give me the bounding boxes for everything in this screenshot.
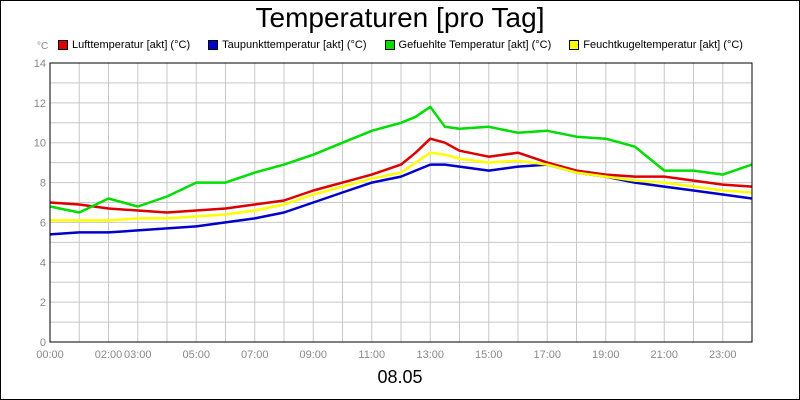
x-tick-label: 09:00 bbox=[299, 349, 327, 361]
y-tick-label: 6 bbox=[40, 217, 46, 229]
y-tick-labels: 0 2 4 6 8 10 12 14 bbox=[34, 58, 46, 349]
x-tick-label: 07:00 bbox=[241, 349, 269, 361]
y-tick-label: 8 bbox=[40, 178, 46, 190]
x-tick-label: 13:00 bbox=[416, 349, 444, 361]
y-tick-label: 0 bbox=[40, 337, 46, 349]
legend-label-feucht: Feuchtkugeltemperatur [akt] (°C) bbox=[583, 39, 743, 51]
y-tick-label: 2 bbox=[40, 297, 46, 309]
x-axis-date-label: 08.05 bbox=[377, 367, 423, 387]
legend-swatch-taupunkt bbox=[208, 40, 219, 50]
x-tick-label: 05:00 bbox=[182, 349, 210, 361]
legend-item-luft: Lufttemperatur [akt] (°C) bbox=[58, 38, 190, 52]
legend-item-gefuehlt: Gefuehlte Temperatur [akt] (°C) bbox=[384, 38, 552, 52]
chart-title: Temperaturen [pro Tag] bbox=[255, 2, 545, 33]
series-line-luft bbox=[49, 137, 753, 214]
x-tick-label: 15:00 bbox=[475, 349, 503, 361]
series-line-feucht bbox=[50, 151, 753, 222]
legend-item-feucht: Feuchtkugeltemperatur [akt] (°C) bbox=[569, 38, 743, 52]
x-tick-label: 00:00 bbox=[36, 349, 64, 361]
x-tick-label: 02:00 bbox=[95, 349, 123, 361]
legend: Lufttemperatur [akt] (°C) Taupunkttemper… bbox=[58, 38, 761, 52]
legend-swatch-luft bbox=[58, 40, 68, 50]
x-tick-label: 21:00 bbox=[650, 349, 678, 361]
series-lines bbox=[49, 105, 753, 236]
x-tick-label: 23:00 bbox=[709, 349, 737, 361]
legend-label-taupunkt: Taupunkttemperatur [akt] (°C) bbox=[222, 39, 367, 51]
x-tick-labels: 00:00 02:00 03:00 05:00 07:00 09:00 11:00 13:00… bbox=[36, 349, 736, 361]
legend-label-gefuehlt: Gefuehlte Temperatur [akt] (°C) bbox=[398, 39, 552, 51]
grid-lines bbox=[49, 62, 753, 343]
x-tick-label: 19:00 bbox=[592, 349, 620, 361]
x-tick-label: 17:00 bbox=[533, 349, 561, 361]
legend-swatch-gefuehlt bbox=[384, 40, 395, 50]
series-line-taupunkt bbox=[49, 163, 753, 236]
y-tick-label: 12 bbox=[34, 98, 46, 110]
y-tick-label: 14 bbox=[34, 58, 46, 70]
plot-border bbox=[49, 62, 753, 343]
x-tick-label: 11:00 bbox=[358, 349, 385, 361]
legend-item-taupunkt: Taupunkttemperatur [akt] (°C) bbox=[208, 38, 367, 52]
y-tick-label: 4 bbox=[40, 257, 46, 269]
series-line-gefuehlt bbox=[49, 105, 753, 214]
legend-swatch-feucht bbox=[569, 40, 580, 50]
y-tick-label: 10 bbox=[34, 138, 46, 150]
y-axis-unit-label: °C bbox=[37, 41, 49, 52]
legend-label-luft: Lufttemperatur [akt] (°C) bbox=[72, 39, 191, 51]
x-tick-label: 03:00 bbox=[124, 349, 152, 361]
